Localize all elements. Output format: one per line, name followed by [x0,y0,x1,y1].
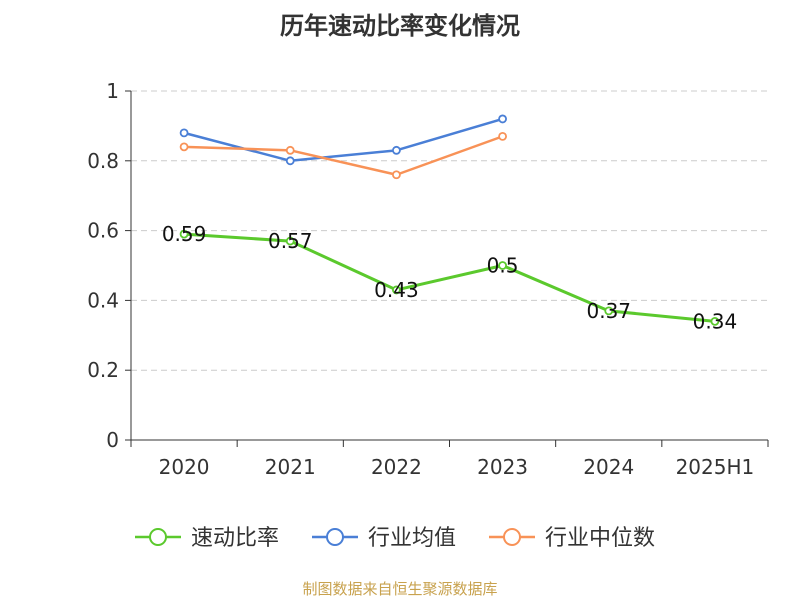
data-point [179,142,189,152]
data-point [179,128,189,138]
legend-marker [149,528,167,546]
legend-label: 行业均值 [368,526,456,551]
data-point [285,236,295,246]
x-tick-label: 2020 [159,455,210,479]
data-label: 0.5 [487,254,519,278]
legend-label: 行业中位数 [545,526,655,551]
data-point [498,131,507,141]
x-tick-label: 2022 [371,455,422,479]
data-point [498,261,507,270]
legend-item: 行业中位数 [489,526,655,551]
legend-item: 行业均值 [312,526,456,551]
series-line [184,135,504,177]
data-point [179,229,189,239]
legend-marker [326,528,344,546]
data-point [710,316,720,326]
data-point [498,114,507,124]
y-tick-label: 0 [106,428,119,452]
series [179,114,720,326]
legend-marker [503,528,521,546]
data-point [285,156,295,166]
y-tick-label: 0.2 [87,358,119,382]
data-labels: 0.59 0.57 0.43 0.5 0.37 0.34 [162,222,737,333]
legend-item: 速动比率 [135,526,279,551]
series-line [183,117,503,163]
grid-lines [131,90,768,371]
data-label: 0.59 [162,222,207,246]
source-note: 制图数据来自恒生聚源数据库 [302,580,498,598]
axes: 0 0.2 0.4 0.6 0.8 1 2020 2021 2022 2023 2024 2025H1 [87,79,769,479]
series-line [183,232,716,323]
x-tick-label: 2025H1 [676,455,755,479]
data-point [604,306,614,316]
data-point [392,170,401,180]
data-point [285,145,295,155]
data-label: 0.43 [374,278,419,302]
data-point [392,145,401,155]
y-tick-label: 0.4 [87,288,119,312]
data-label: 0.37 [586,299,631,323]
y-tick-label: 0.6 [87,219,119,243]
y-tick-label: 0.8 [87,149,119,173]
chart-title: 历年速动比率变化情况 [280,12,520,40]
y-tick-label: 1 [106,79,119,103]
data-label: 0.34 [693,309,738,333]
x-tick-label: 2021 [265,455,316,479]
legend-label: 速动比率 [191,526,279,551]
legend: 速动比率 行业均值 行业中位数 [135,526,655,551]
x-tick-label: 2023 [477,455,528,479]
x-tick-label: 2024 [583,455,634,479]
data-label: 0.57 [268,229,313,253]
data-point [392,285,401,295]
